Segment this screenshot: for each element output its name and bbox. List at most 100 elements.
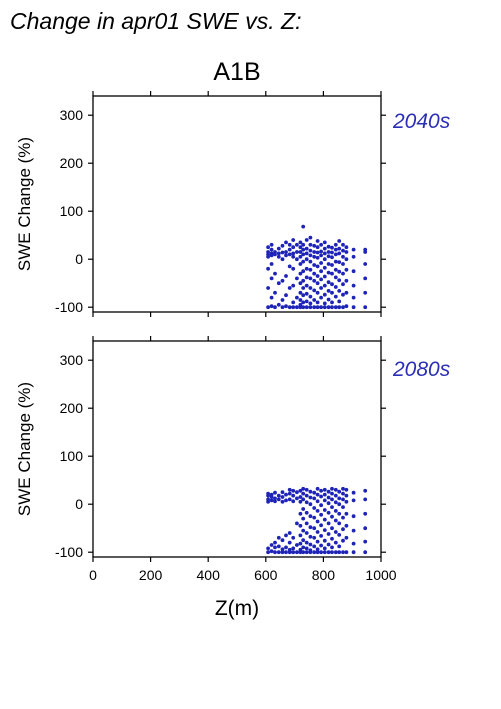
- data-point: [276, 254, 281, 259]
- data-point: [312, 278, 317, 283]
- data-point: [304, 521, 309, 526]
- data-point: [269, 543, 274, 547]
- data-point: [322, 265, 327, 270]
- data-point: [273, 250, 277, 254]
- data-point: [269, 276, 274, 281]
- x-tick-label: 400: [197, 567, 221, 583]
- data-point: [319, 550, 323, 555]
- data-point: [337, 511, 342, 516]
- scatter-points: [266, 224, 368, 310]
- data-point: [266, 550, 270, 555]
- data-point: [330, 245, 334, 250]
- data-point: [295, 257, 299, 262]
- data-point: [341, 242, 345, 247]
- data-point: [322, 305, 327, 310]
- data-point: [344, 304, 349, 309]
- y-axis-label: SWE Change (%): [15, 137, 34, 271]
- data-point: [326, 262, 331, 266]
- data-point: [319, 543, 323, 548]
- data-point: [351, 528, 356, 533]
- data-point: [266, 286, 270, 290]
- data-point: [315, 300, 320, 305]
- data-point: [341, 527, 345, 532]
- data-point: [330, 290, 334, 295]
- data-point: [301, 516, 306, 521]
- data-point: [291, 488, 296, 493]
- data-point: [287, 487, 292, 492]
- data-point: [280, 298, 285, 302]
- data-point: [308, 542, 313, 547]
- data-point: [312, 526, 317, 531]
- data-point: [298, 298, 303, 302]
- data-point: [301, 224, 306, 229]
- data-point: [326, 289, 331, 293]
- data-point: [322, 487, 327, 492]
- data-point: [291, 305, 296, 310]
- data-point: [291, 266, 296, 271]
- data-point: [284, 250, 288, 254]
- data-point: [333, 500, 338, 505]
- data-point: [322, 246, 327, 251]
- data-point: [266, 266, 270, 271]
- data-point: [322, 538, 327, 543]
- data-point: [322, 546, 327, 551]
- data-point: [333, 247, 338, 252]
- data-point: [333, 305, 338, 310]
- data-point: [333, 493, 338, 498]
- data-point: [291, 550, 296, 555]
- data-point: [330, 263, 334, 267]
- data-point: [315, 486, 320, 491]
- data-point: [312, 550, 317, 555]
- data-point: [269, 295, 274, 300]
- data-point: [351, 295, 356, 300]
- data-point: [308, 305, 313, 310]
- data-point: [295, 276, 299, 281]
- data-point: [291, 254, 296, 259]
- x-tick-label: 1000: [365, 567, 396, 583]
- data-point: [276, 550, 281, 555]
- data-point: [312, 305, 317, 310]
- data-point: [326, 254, 331, 259]
- data-point: [304, 493, 309, 498]
- data-point: [333, 530, 338, 534]
- data-point: [315, 509, 320, 513]
- data-point: [295, 242, 299, 247]
- y-tick-label: 0: [75, 496, 83, 512]
- data-point: [326, 495, 331, 500]
- data-point: [341, 505, 345, 509]
- data-point: [344, 250, 349, 254]
- data-point: [284, 550, 288, 555]
- data-point: [291, 238, 296, 242]
- y-tick-label: 100: [60, 203, 84, 219]
- data-point: [304, 550, 309, 555]
- data-point: [308, 253, 313, 258]
- data-point: [287, 286, 292, 290]
- data-point: [291, 499, 296, 504]
- data-point: [284, 304, 288, 309]
- panel-2040s: -100 0 100 200 300 SWE Change (%) 2040s: [15, 91, 451, 317]
- data-point: [319, 269, 323, 274]
- data-point: [301, 497, 306, 502]
- data-point: [291, 493, 296, 498]
- data-point: [330, 545, 334, 550]
- data-point: [304, 246, 309, 251]
- data-point: [341, 491, 345, 496]
- data-point: [315, 530, 320, 534]
- data-point: [333, 518, 338, 523]
- plot-frame: [92, 95, 382, 313]
- data-point: [308, 548, 313, 553]
- data-point: [322, 517, 327, 522]
- data-point: [304, 305, 309, 310]
- data-point: [315, 519, 320, 524]
- data-point: [295, 550, 299, 555]
- data-point: [333, 487, 338, 492]
- data-point: [326, 510, 331, 515]
- data-point: [322, 528, 327, 532]
- data-point: [341, 292, 345, 297]
- data-point: [308, 502, 313, 507]
- data-point: [315, 274, 320, 278]
- data-point: [319, 494, 323, 499]
- data-point: [326, 501, 331, 506]
- data-point: [330, 271, 334, 276]
- data-point: [280, 499, 285, 504]
